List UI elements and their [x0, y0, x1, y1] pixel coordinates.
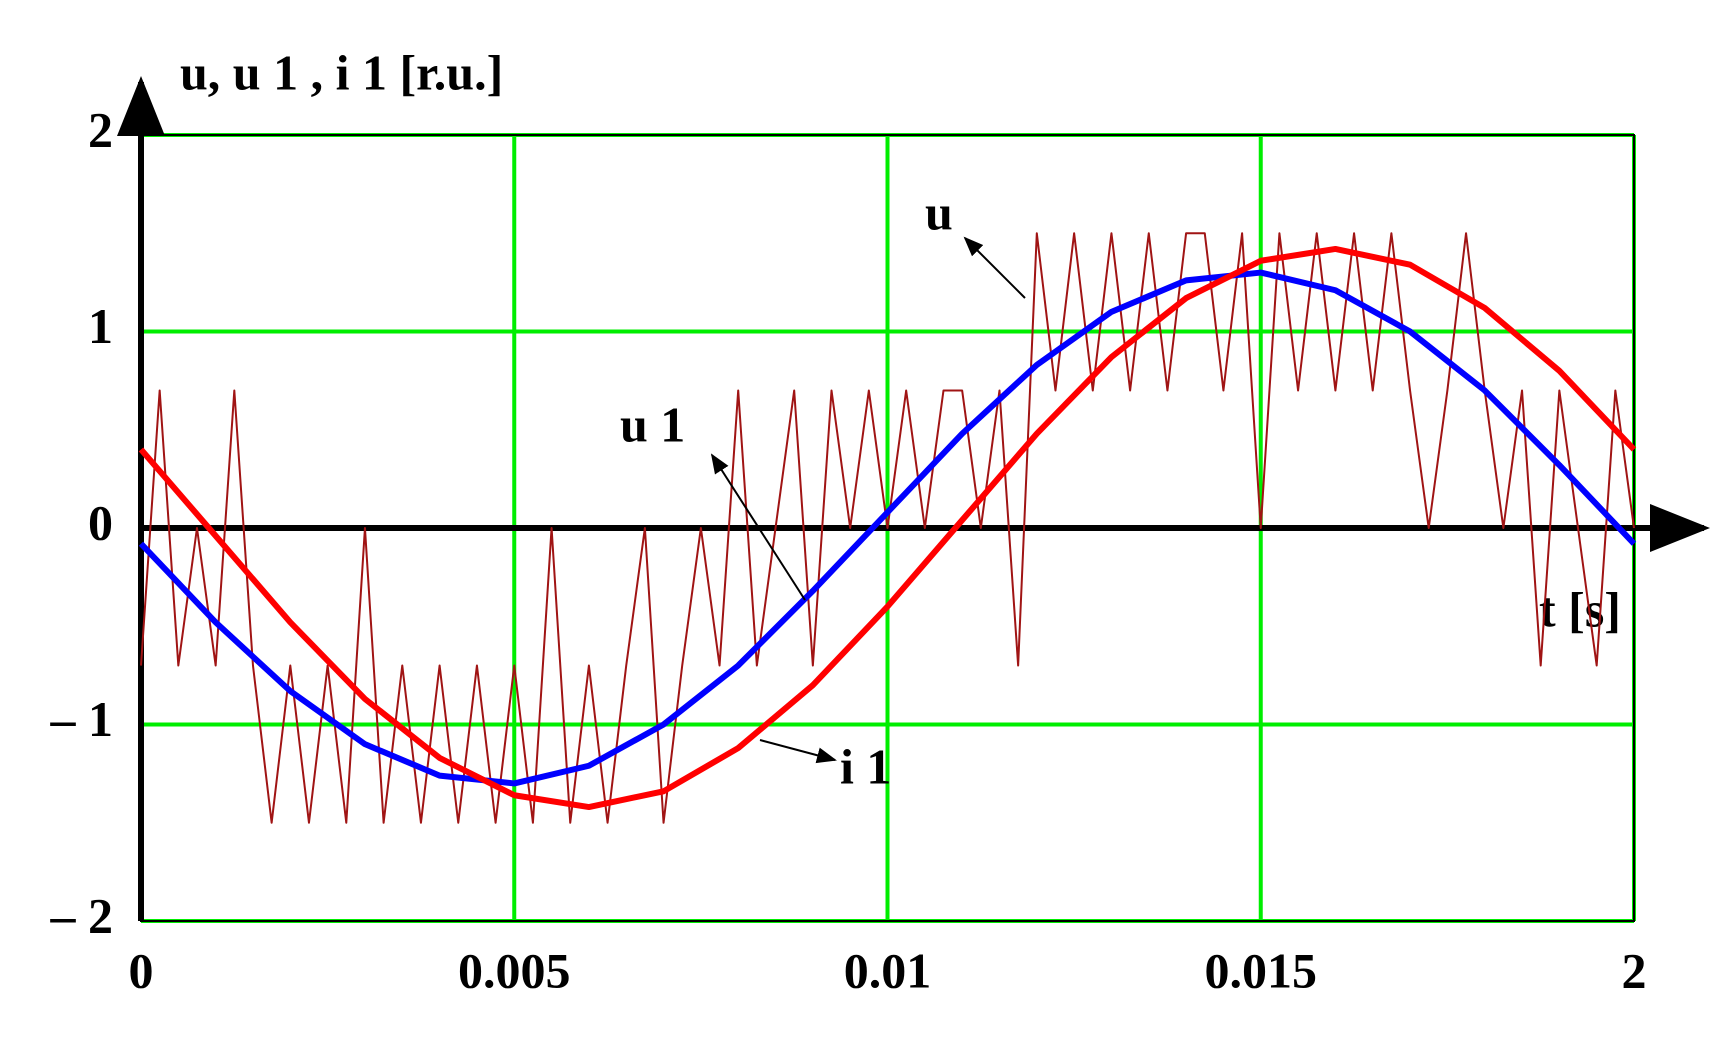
y-tick-label: – 2 — [50, 887, 114, 943]
x-tick-label: 0 — [129, 942, 154, 998]
x-axis-label: t [s] — [1539, 581, 1621, 637]
y-tick-label: 0 — [88, 494, 113, 550]
y-tick-label: 2 — [88, 101, 113, 157]
x-tick-label: 0.01 — [844, 942, 932, 998]
series-line — [138, 269, 1637, 787]
x-tick-label: 0.005 — [458, 942, 571, 998]
series-line — [140, 232, 1635, 824]
x-tick-label: 2 — [1622, 942, 1647, 998]
annotation-arrow — [759, 739, 837, 764]
plot-area: – 2 – 1 0 1 2 0 0.005 0.01 0.015 2 — [50, 76, 1710, 998]
annotation-arrow — [963, 236, 1026, 299]
annotation-arrow — [710, 453, 806, 601]
series-label: u 1 — [620, 396, 685, 452]
series-line — [138, 245, 1637, 811]
y-tick-label: – 1 — [50, 691, 114, 747]
series-label: i 1 — [840, 738, 891, 794]
y-tick-label: 1 — [88, 298, 113, 354]
y-axis-label: u, u 1 , i 1 [r.u.] — [180, 44, 503, 100]
series-label: u — [925, 184, 953, 240]
x-tick-label: 0.015 — [1205, 942, 1318, 998]
